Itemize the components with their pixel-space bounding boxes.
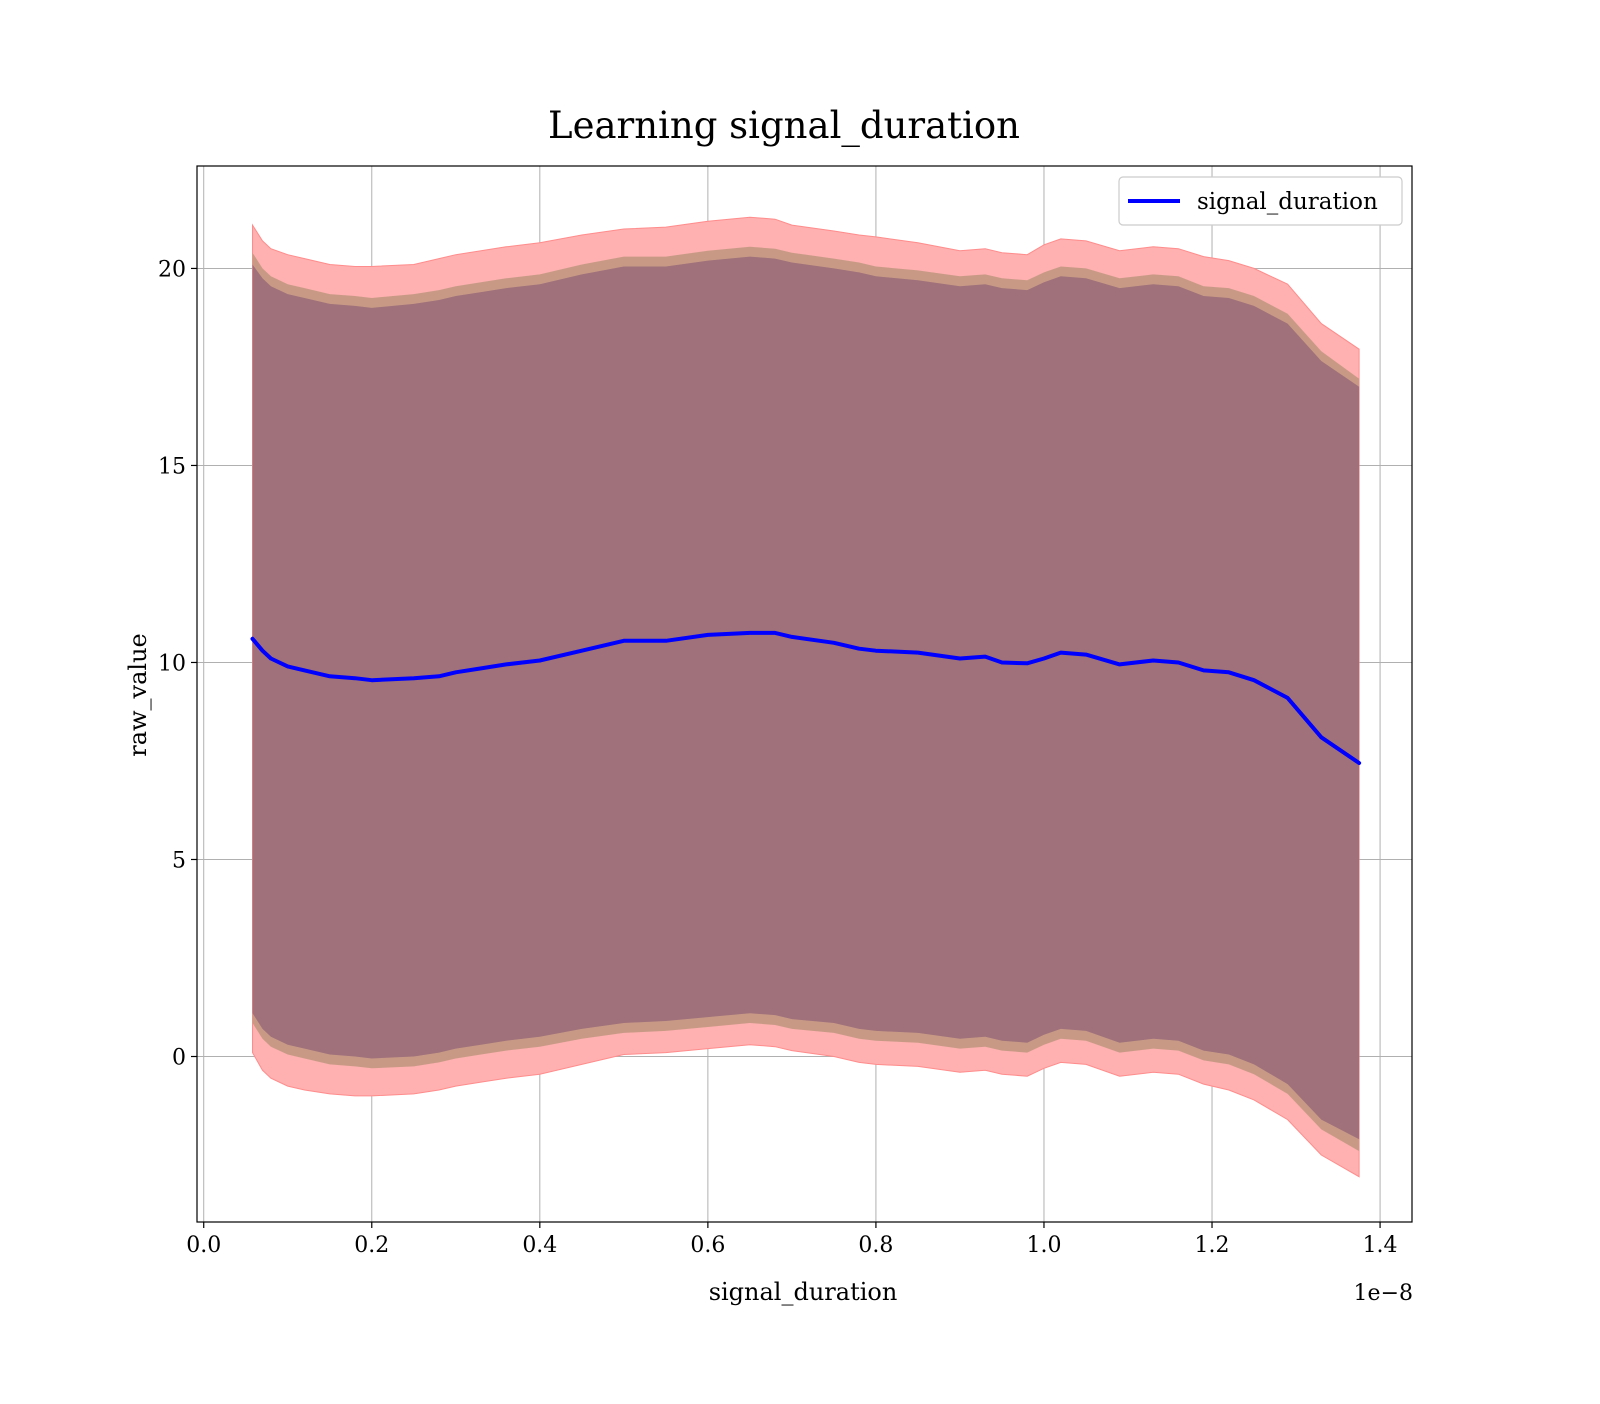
y-axis-label: raw_value <box>124 633 152 757</box>
chart-title: Learning signal_duration <box>548 104 1020 148</box>
y-tick-label: 20 <box>158 257 186 282</box>
series-line-signal-duration <box>250 630 1362 765</box>
x-tick-label: 0.6 <box>690 1233 725 1258</box>
x-axis-offset-label: 1e−8 <box>1354 1281 1413 1306</box>
x-tick-label: 0.0 <box>186 1233 221 1258</box>
axes-frame <box>196 165 1413 1223</box>
legend-frame <box>1118 176 1403 226</box>
y-tick-label: 5 <box>172 848 186 873</box>
legend-label: signal_duration <box>1197 189 1378 215</box>
y-tick-label: 0 <box>172 1046 186 1071</box>
x-tick-label: 1.4 <box>1363 1233 1398 1258</box>
confidence-band-inner <box>252 256 1360 1140</box>
x-tick-label: 0.2 <box>354 1233 389 1258</box>
x-tick-label: 1.0 <box>1026 1233 1061 1258</box>
y-tick-label: 15 <box>158 454 186 479</box>
x-tick-label: 0.4 <box>522 1233 557 1258</box>
x-axis-label: signal_duration <box>709 1278 898 1306</box>
plot-area: 0.0 0.2 0.4 0.6 0.8 1.0 1.2 1.4 0 5 10 15 20 <box>158 165 1413 1258</box>
x-tick-label: 1.2 <box>1195 1233 1230 1258</box>
legend: signal_duration <box>1118 176 1403 226</box>
y-tick-label: 10 <box>158 651 186 676</box>
x-tick-label: 0.8 <box>858 1233 893 1258</box>
